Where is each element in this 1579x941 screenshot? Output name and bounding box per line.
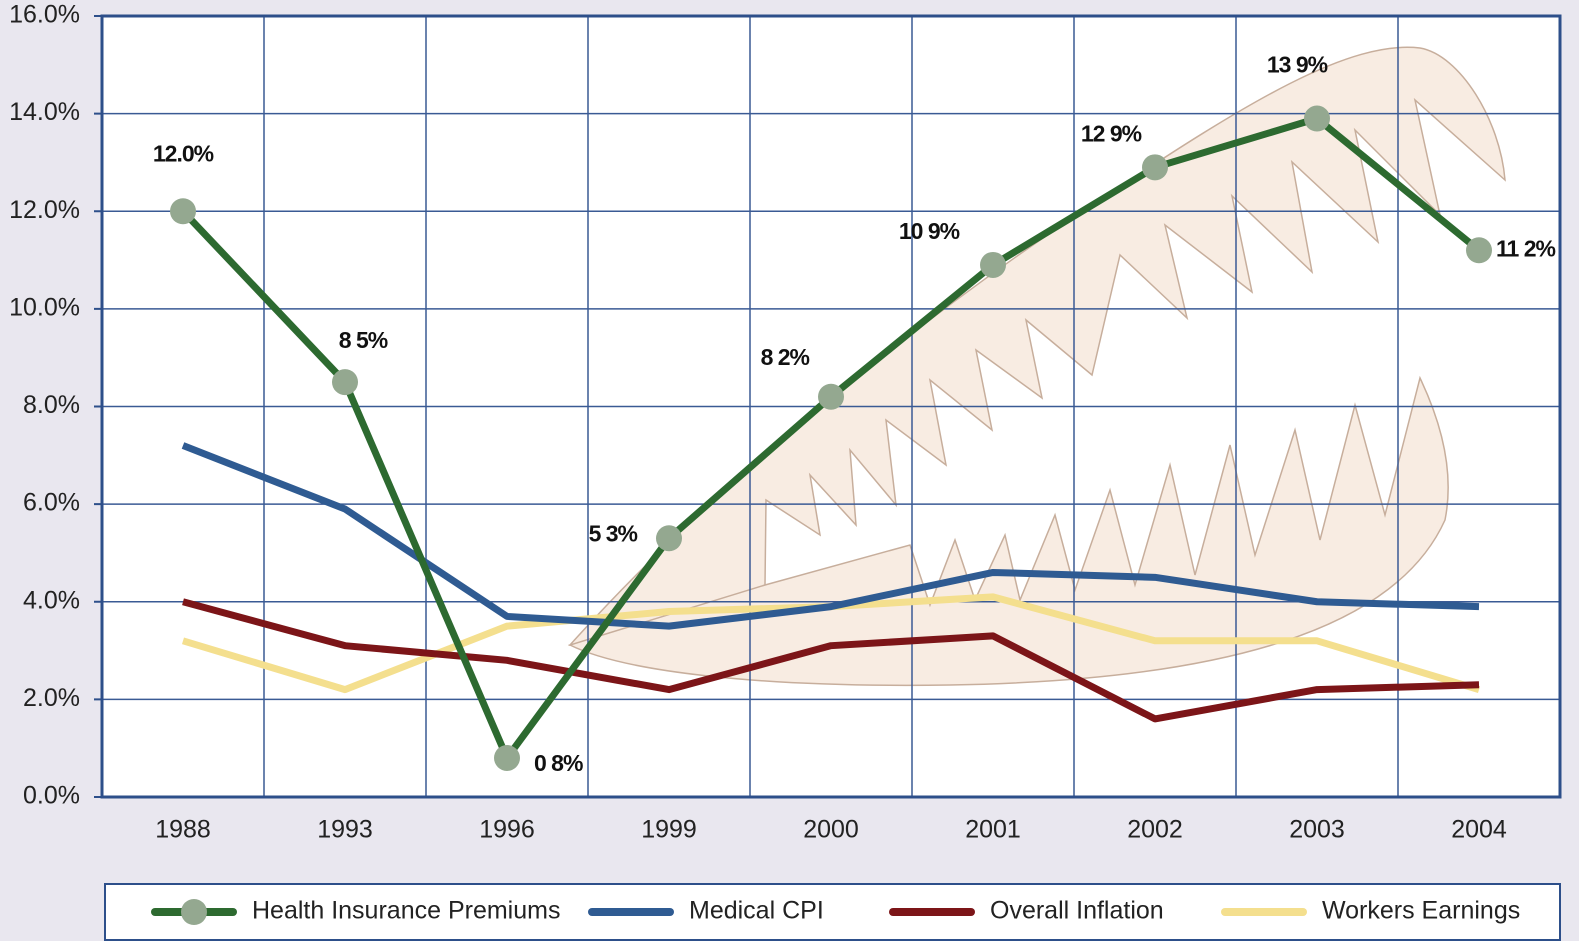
data-point	[656, 525, 682, 551]
y-tick-label: 10.0%	[9, 293, 80, 321]
legend-label: Overall Inflation	[990, 897, 1164, 925]
y-tick-label: 4.0%	[23, 586, 80, 614]
data-label: 8 5%	[339, 327, 388, 353]
data-point	[980, 252, 1006, 278]
y-tick-label: 2.0%	[23, 684, 80, 712]
y-tick-label: 6.0%	[23, 489, 80, 517]
x-tick-label: 2002	[1127, 816, 1183, 844]
data-label: 11 2%	[1496, 235, 1555, 261]
x-tick-label: 2003	[1289, 816, 1345, 844]
data-point	[494, 745, 520, 771]
x-tick-label: 2004	[1451, 816, 1507, 844]
x-tick-label: 1988	[155, 816, 211, 844]
data-point	[332, 369, 358, 395]
data-point	[818, 384, 844, 410]
legend-label: Medical CPI	[689, 897, 824, 925]
x-tick-label: 2000	[803, 816, 859, 844]
data-label: 12 9%	[1081, 120, 1142, 146]
legend-label: Health Insurance Premiums	[252, 897, 560, 925]
y-tick-label: 0.0%	[23, 782, 80, 810]
page: Health Insurance Premiums Medical CPI Over…	[0, 0, 1579, 941]
data-label: 12.0%	[153, 140, 214, 166]
data-label: 10 9%	[899, 218, 960, 244]
x-tick-label: 1993	[317, 816, 373, 844]
y-tick-label: 14.0%	[9, 98, 80, 126]
y-tick-label: 16.0%	[9, 1, 80, 29]
data-point	[1142, 154, 1168, 180]
x-tick-label: 1996	[479, 816, 535, 844]
legend-label: Workers Earnings	[1322, 897, 1520, 925]
legend-marker	[181, 899, 207, 925]
data-point	[1466, 237, 1492, 263]
data-point	[170, 198, 196, 224]
x-tick-label: 1999	[641, 816, 697, 844]
data-label: 13 9%	[1267, 52, 1328, 78]
data-label: 8 2%	[761, 344, 810, 370]
y-tick-label: 8.0%	[23, 391, 80, 419]
y-tick-label: 12.0%	[9, 196, 80, 224]
data-point	[1304, 106, 1330, 132]
chart: Health Insurance Premiums Medical CPI Over…	[0, 0, 1579, 941]
x-tick-label: 2001	[965, 816, 1021, 844]
data-label: 5 3%	[589, 520, 638, 546]
data-label: 0 8%	[534, 750, 583, 776]
